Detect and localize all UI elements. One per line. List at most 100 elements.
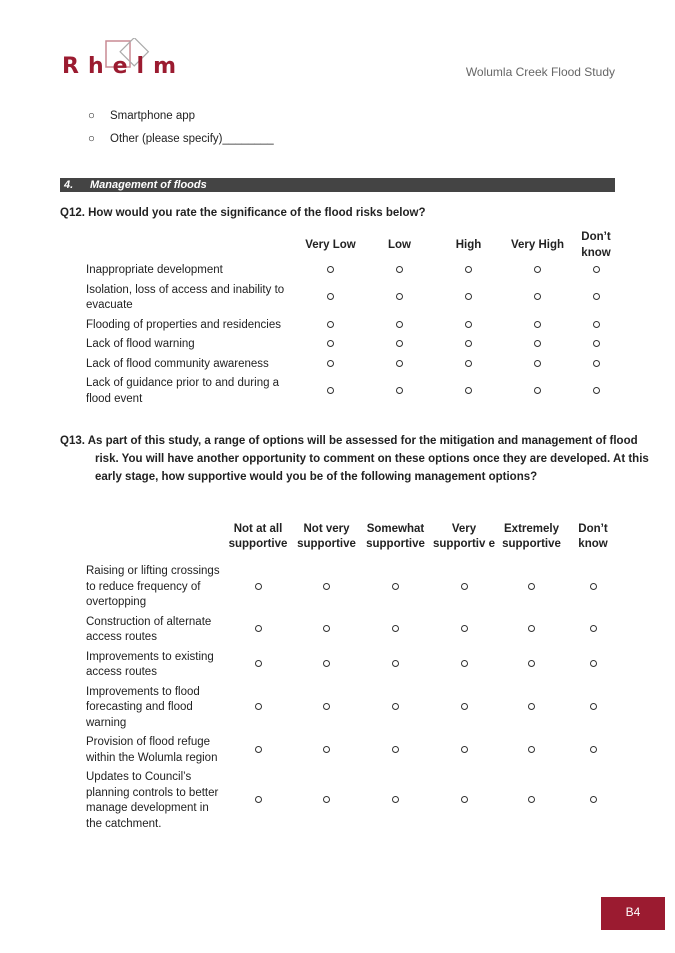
radio-cell <box>498 733 565 768</box>
radio-button[interactable] <box>323 745 330 753</box>
radio-button[interactable] <box>589 745 597 753</box>
radio-button[interactable] <box>460 703 468 710</box>
radio-button[interactable] <box>528 625 535 633</box>
row-label: Improvements to flood forecasting and fl… <box>86 685 200 729</box>
radio-button[interactable] <box>528 660 535 668</box>
radio-button[interactable] <box>534 320 541 328</box>
radio-button[interactable] <box>327 320 334 328</box>
radio-button[interactable] <box>392 582 399 590</box>
radio-button[interactable] <box>534 293 541 301</box>
radio-cell <box>224 613 292 648</box>
row-label: Provision of flood refuge within the Wol… <box>86 736 218 764</box>
radio-cell <box>498 768 565 834</box>
bullet-item: ○ Smartphone app <box>88 110 195 122</box>
radio-button[interactable] <box>254 582 262 590</box>
radio-cell <box>572 316 620 336</box>
radio-button[interactable] <box>392 703 399 710</box>
radio-button[interactable] <box>396 359 403 367</box>
radio-button[interactable] <box>589 582 597 590</box>
radio-cell <box>503 316 572 336</box>
radio-button[interactable] <box>323 625 330 633</box>
radio-cell <box>365 335 434 355</box>
radio-button[interactable] <box>254 625 262 633</box>
row-label: Construction of alternate access routes <box>86 615 212 644</box>
radio-button[interactable] <box>323 660 330 668</box>
radio-cell <box>224 733 292 768</box>
radio-cell <box>430 733 498 768</box>
radio-button[interactable] <box>392 625 399 633</box>
radio-button[interactable] <box>392 660 399 668</box>
logo-squares-icon <box>105 38 150 68</box>
radio-button[interactable] <box>254 796 262 804</box>
radio-cell <box>572 374 620 409</box>
radio-cell <box>565 683 621 734</box>
radio-cell <box>361 733 430 768</box>
radio-button[interactable] <box>534 359 541 367</box>
radio-button[interactable] <box>323 796 330 804</box>
radio-button[interactable] <box>592 320 600 328</box>
radio-button[interactable] <box>465 340 472 347</box>
radio-button[interactable] <box>589 703 597 710</box>
radio-button[interactable] <box>589 625 597 633</box>
radio-button[interactable] <box>528 796 535 804</box>
radio-button[interactable] <box>396 266 403 273</box>
row-label: Improvements to existing access routes <box>86 650 214 679</box>
radio-button[interactable] <box>327 266 334 273</box>
radio-button[interactable] <box>589 796 597 804</box>
radio-cell <box>572 335 620 355</box>
radio-button[interactable] <box>534 340 541 347</box>
table-row: Raising or lifting crossings to reduce f… <box>86 562 621 613</box>
radio-button[interactable] <box>460 582 468 590</box>
radio-button[interactable] <box>592 293 600 301</box>
radio-button[interactable] <box>460 625 468 633</box>
radio-cell <box>365 261 434 281</box>
radio-cell <box>498 613 565 648</box>
radio-button[interactable] <box>465 320 472 328</box>
radio-button[interactable] <box>460 660 468 668</box>
radio-button[interactable] <box>465 266 472 273</box>
radio-button[interactable] <box>528 703 535 710</box>
radio-button[interactable] <box>465 359 472 367</box>
radio-button[interactable] <box>323 703 330 710</box>
radio-button[interactable] <box>392 745 399 753</box>
radio-button[interactable] <box>396 386 403 394</box>
radio-button[interactable] <box>396 320 403 328</box>
radio-button[interactable] <box>534 266 541 273</box>
radio-button[interactable] <box>465 293 472 301</box>
radio-cell <box>430 613 498 648</box>
radio-button[interactable] <box>327 293 334 301</box>
radio-button[interactable] <box>460 796 468 804</box>
row-label: Lack of flood warning <box>86 338 195 350</box>
radio-button[interactable] <box>254 745 262 753</box>
radio-button[interactable] <box>327 340 334 347</box>
row-label: Flooding of properties and residencies <box>86 318 281 331</box>
column-header: Very supportiv e <box>433 522 495 551</box>
column-header: Somewhat supportive <box>366 522 425 551</box>
q13-question: Q13. As part of this study, a range of o… <box>60 435 649 483</box>
radio-button[interactable] <box>396 340 403 347</box>
radio-button[interactable] <box>592 359 600 367</box>
radio-cell <box>224 648 292 683</box>
radio-button[interactable] <box>254 703 262 710</box>
radio-cell <box>296 374 365 409</box>
radio-button[interactable] <box>528 745 535 753</box>
radio-button[interactable] <box>592 340 600 347</box>
radio-button[interactable] <box>396 293 403 301</box>
circle-bullet-icon: ○ <box>88 110 95 122</box>
table-row: Construction of alternate access routes <box>86 613 621 648</box>
radio-button[interactable] <box>327 359 334 367</box>
radio-button[interactable] <box>460 745 468 753</box>
radio-button[interactable] <box>528 582 535 590</box>
table-row: Lack of flood warning <box>86 335 620 355</box>
radio-cell <box>503 261 572 281</box>
radio-button[interactable] <box>534 386 541 394</box>
radio-button[interactable] <box>323 582 330 590</box>
radio-button[interactable] <box>392 796 399 804</box>
radio-button[interactable] <box>589 660 597 668</box>
radio-button[interactable] <box>465 386 472 394</box>
radio-button[interactable] <box>592 266 600 273</box>
radio-button[interactable] <box>254 660 262 668</box>
radio-cell <box>292 613 361 648</box>
radio-button[interactable] <box>327 386 334 394</box>
radio-button[interactable] <box>592 386 600 394</box>
